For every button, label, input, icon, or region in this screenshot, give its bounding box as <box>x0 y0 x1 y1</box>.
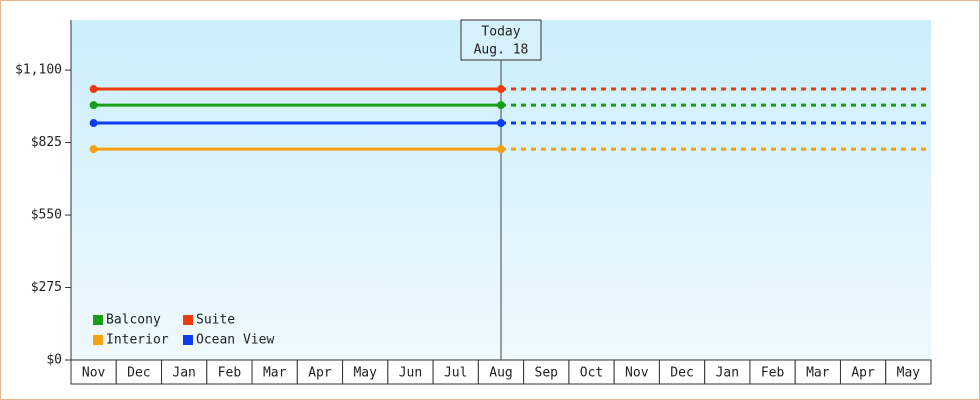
x-tick-label: Jul <box>444 366 467 381</box>
legend-label: Balcony <box>106 313 161 328</box>
x-tick-box <box>749 359 796 385</box>
legend-label: Interior <box>106 333 169 348</box>
x-tick-label: Jun <box>399 366 422 381</box>
point <box>89 101 98 110</box>
x-tick-box <box>432 359 479 385</box>
legend-swatch <box>183 335 193 345</box>
point <box>89 119 98 128</box>
x-tick-label: Jan <box>172 366 195 381</box>
x-tick-box <box>839 359 887 385</box>
x-tick-box <box>704 359 751 385</box>
x-tick-label: Apr <box>851 366 875 381</box>
y-tick-label: $550 <box>31 208 62 223</box>
x-tick-box <box>387 359 434 385</box>
x-tick-label: Nov <box>625 366 649 381</box>
point <box>497 119 505 128</box>
point <box>89 85 98 94</box>
legend-label: Suite <box>196 313 235 328</box>
x-tick-box <box>296 359 344 385</box>
point <box>497 145 505 154</box>
x-tick-label: Oct <box>580 366 603 381</box>
point <box>497 85 505 94</box>
x-tick-box <box>115 359 163 385</box>
legend-label: Ocean View <box>196 333 274 348</box>
x-tick-label: Mar <box>263 366 287 381</box>
x-tick-box <box>477 359 525 385</box>
x-tick-box <box>885 359 932 385</box>
x-tick-label: Jan <box>716 366 739 381</box>
point <box>89 145 98 154</box>
x-tick-box <box>161 359 208 385</box>
legend-swatch <box>93 315 103 325</box>
x-tick-box <box>206 359 253 385</box>
x-tick-label: Sep <box>535 366 559 381</box>
x-tick-box <box>658 359 706 385</box>
legend-swatch <box>93 335 103 345</box>
y-tick-label: $825 <box>31 135 62 150</box>
x-tick-label: Dec <box>127 366 150 381</box>
x-tick-label: Apr <box>308 366 332 381</box>
x-tick-label: Aug <box>489 366 512 381</box>
x-tick-label: May <box>353 366 377 381</box>
x-tick-box <box>794 359 841 385</box>
x-tick-label: Nov <box>82 366 106 381</box>
y-tick-label: $275 <box>31 280 62 295</box>
x-tick-label: Dec <box>670 366 693 381</box>
today-label: Aug. 18 <box>474 43 529 58</box>
x-tick-label: Mar <box>806 366 830 381</box>
x-tick-label: May <box>897 366 921 381</box>
today-label: Today <box>481 25 520 40</box>
y-tick-label: $0 <box>46 353 62 368</box>
x-tick-label: Feb <box>218 366 242 381</box>
point <box>497 101 505 110</box>
x-tick-box <box>70 359 117 385</box>
y-tick-label: $1,100 <box>15 63 62 78</box>
x-tick-box <box>342 359 389 385</box>
today-box <box>460 19 542 61</box>
x-tick-box <box>251 359 298 385</box>
legend-swatch <box>183 315 193 325</box>
x-tick-box <box>613 359 660 385</box>
x-tick-label: Feb <box>761 366 785 381</box>
